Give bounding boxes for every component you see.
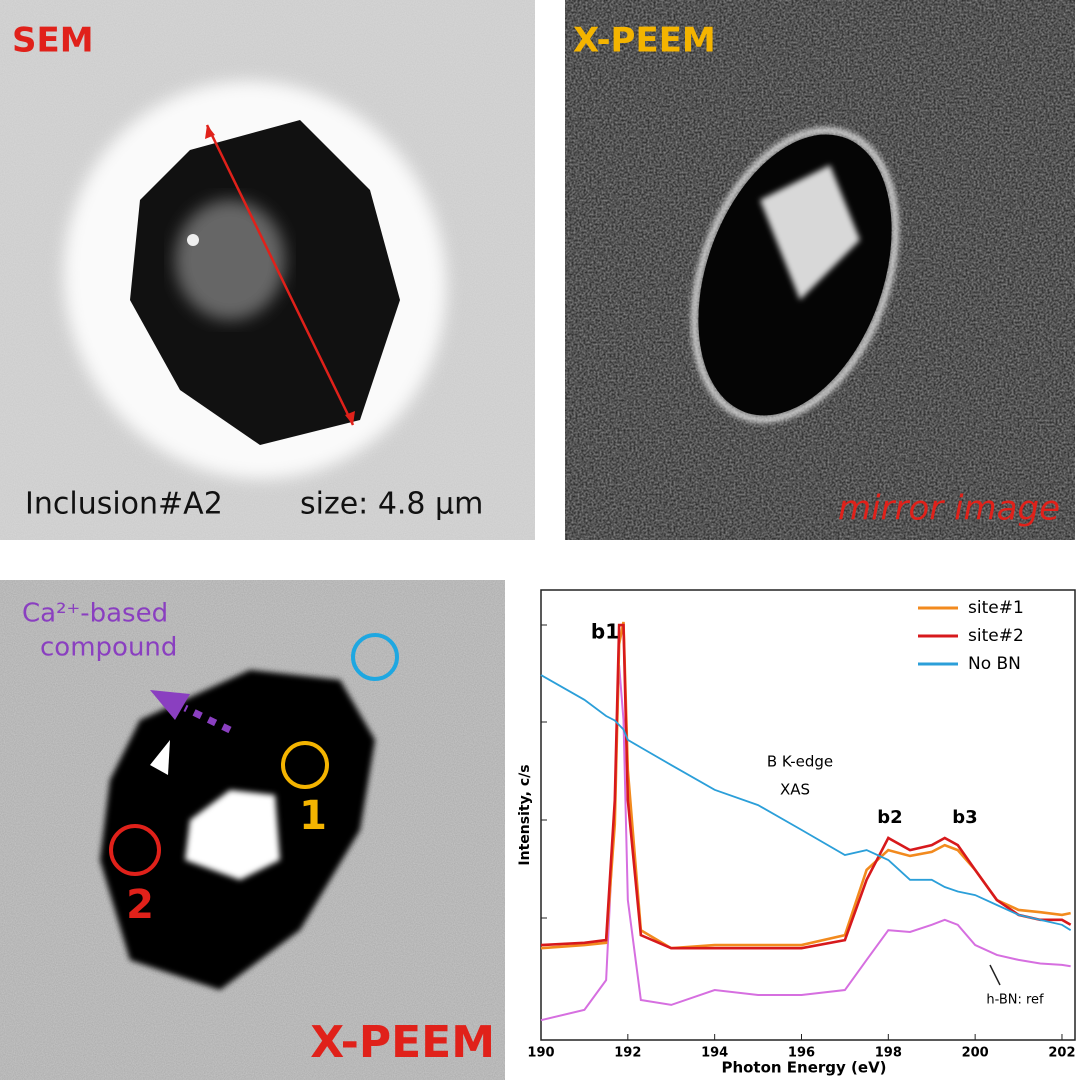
peem-rim <box>691 127 899 423</box>
series-line <box>540 623 1072 950</box>
site-circle <box>109 824 161 876</box>
x-tick-label: 200 <box>962 1046 989 1061</box>
legend-label: site#1 <box>968 598 1024 618</box>
annotation: b3 <box>952 807 977 828</box>
size-label: size: 4.8 µm <box>300 487 483 522</box>
bright-spot <box>150 740 170 775</box>
compound-label: compound <box>40 633 177 663</box>
x-tick-label: 202 <box>1048 1046 1075 1061</box>
series-line <box>540 674 1072 931</box>
plot-frame <box>540 589 1076 1041</box>
x-tick-label: 194 <box>701 1046 728 1061</box>
legend-label: No BN <box>968 654 1021 674</box>
x-axis-label: Photon Energy (eV) <box>721 1059 886 1077</box>
x-tick-label: 198 <box>875 1046 902 1061</box>
sem-spot <box>187 234 199 246</box>
annotation: b1 <box>591 620 619 644</box>
bright-region <box>185 790 280 880</box>
sem-feature <box>175 200 285 320</box>
size-arrow <box>205 124 355 426</box>
x-tick-label: 196 <box>788 1046 815 1061</box>
inclusion-label: Inclusion#A2 <box>25 487 223 522</box>
reference-pointer <box>989 964 1001 986</box>
annotation: XAS <box>780 781 810 799</box>
compound-arrowhead <box>150 690 190 720</box>
annotation: b2 <box>877 807 902 828</box>
annotation: B K-edge <box>767 753 833 771</box>
peem-top-panel: X-PEEM mirror image <box>565 0 1075 540</box>
x-tick-label: 190 <box>527 1046 554 1061</box>
compound-label: Ca²⁺-based <box>22 599 168 629</box>
panel-label: X-PEEM <box>310 1017 495 1068</box>
site-label: 2 <box>126 882 154 928</box>
x-tick-label: 192 <box>614 1046 641 1061</box>
peem-crystal <box>760 165 860 300</box>
sem-panel: SEM Inclusion#A2 size: 4.8 µm <box>0 0 535 540</box>
reference-label: h-BN: ref <box>986 993 1044 1008</box>
panel-label: SEM <box>12 21 94 61</box>
panel-label: X-PEEM <box>573 21 716 61</box>
peem-bottom-panel: Ca²⁺-based compound 1 2 X-PEEM <box>0 580 505 1080</box>
site-circle <box>351 633 399 681</box>
mirror-note: mirror image <box>838 489 1060 529</box>
site-label: 1 <box>299 793 327 839</box>
site-circle <box>281 741 329 789</box>
y-minor-ticks <box>541 624 547 919</box>
y-axis-label: Intensity, c/s <box>517 764 533 865</box>
legend-label: site#2 <box>968 626 1024 646</box>
